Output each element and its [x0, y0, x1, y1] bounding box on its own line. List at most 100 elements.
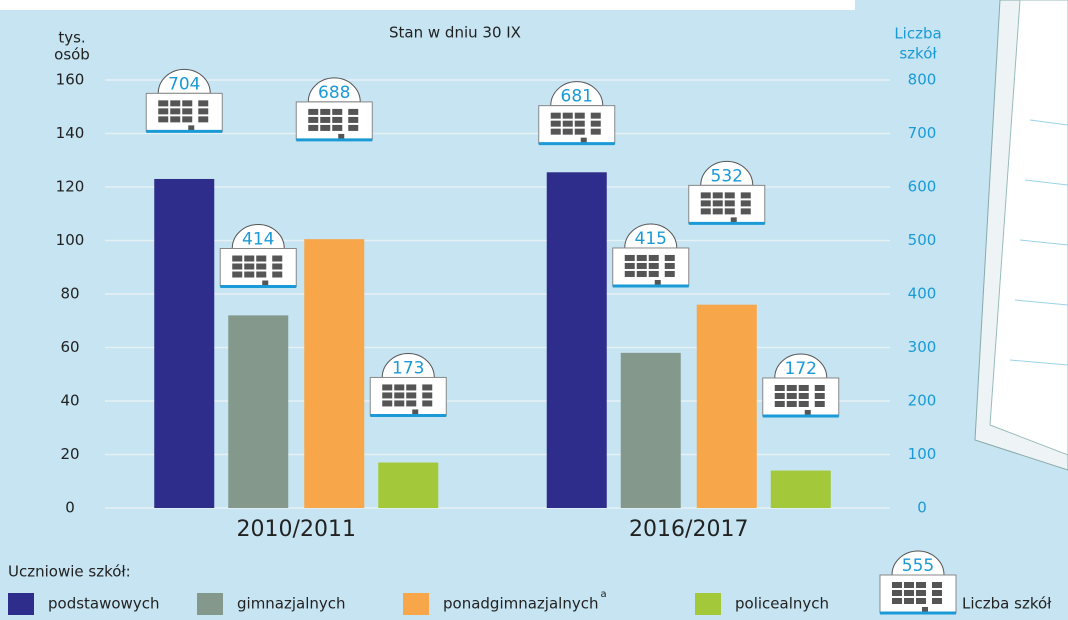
y2-tick-label: 0 [917, 499, 927, 517]
window [272, 264, 282, 270]
school-count-label: 532 [711, 166, 743, 186]
window [158, 116, 168, 122]
window [272, 256, 282, 262]
window [308, 125, 318, 131]
chart: Stan w dniu 30 IX tys. osób Liczba szkół… [0, 0, 1068, 620]
school-icon: 172 [763, 354, 839, 416]
window [916, 598, 926, 604]
bar [378, 463, 438, 508]
bar [547, 172, 607, 508]
school-count-label: 414 [242, 230, 274, 250]
window [775, 385, 785, 391]
window [591, 121, 601, 127]
window [637, 255, 647, 261]
window [815, 393, 825, 399]
legend-swatch [403, 593, 429, 615]
paper-decoration [975, 0, 1068, 470]
school-icon: 173 [370, 353, 446, 415]
school-icon: 415 [613, 224, 689, 286]
window [182, 108, 192, 114]
window [244, 264, 254, 270]
window [741, 192, 751, 198]
window [904, 590, 914, 596]
window [665, 263, 675, 269]
school-count-label: 681 [561, 87, 593, 107]
window [232, 272, 242, 278]
school-count-label: 688 [318, 83, 350, 103]
legend-title: Uczniowie szkół: [8, 563, 131, 581]
window [394, 392, 404, 398]
bar [697, 305, 757, 508]
window [158, 108, 168, 114]
window [198, 100, 208, 106]
window [394, 400, 404, 406]
window [916, 582, 926, 588]
window [892, 598, 902, 604]
bar [154, 179, 214, 508]
window [563, 113, 573, 119]
window [348, 109, 358, 115]
window [382, 392, 392, 398]
window [575, 113, 585, 119]
y-tick-label: 60 [60, 338, 79, 356]
y-tick-label: 160 [56, 71, 85, 89]
window [272, 272, 282, 278]
window [244, 256, 254, 262]
y2-tick-label: 200 [908, 392, 937, 410]
window [713, 208, 723, 214]
window [182, 116, 192, 122]
window [422, 400, 432, 406]
window [563, 121, 573, 127]
legend-swatch [197, 593, 223, 615]
window [932, 582, 942, 588]
window [198, 108, 208, 114]
school-count-label: 415 [635, 229, 667, 249]
title-strip [0, 0, 855, 10]
y-tick-label: 120 [56, 178, 85, 196]
window [182, 100, 192, 106]
window [625, 271, 635, 277]
window [892, 590, 902, 596]
window [725, 208, 735, 214]
window [713, 192, 723, 198]
school-count-label: 172 [785, 359, 817, 379]
legend-label: Liczba szkół [962, 595, 1052, 613]
y-tick-label: 140 [56, 124, 85, 142]
window [725, 192, 735, 198]
y2-tick-label: 400 [908, 285, 937, 303]
window [394, 384, 404, 390]
school-icon: 688 [296, 78, 372, 140]
window [741, 200, 751, 206]
bar [228, 315, 288, 508]
window [815, 385, 825, 391]
window [198, 116, 208, 122]
window [332, 109, 342, 115]
bar [304, 239, 364, 508]
window [775, 393, 785, 399]
window [625, 263, 635, 269]
window [320, 117, 330, 123]
window [551, 129, 561, 135]
school-icon: 532 [689, 161, 765, 223]
window [232, 264, 242, 270]
window [787, 401, 797, 407]
window [701, 200, 711, 206]
window [932, 598, 942, 604]
window [563, 129, 573, 135]
bar [771, 471, 831, 508]
footnote-mark: a [600, 589, 606, 600]
window [422, 392, 432, 398]
y-tick-label: 0 [65, 499, 75, 517]
legend-label: policealnych [735, 595, 829, 613]
window [725, 200, 735, 206]
legend-swatch [8, 593, 34, 615]
window [244, 272, 254, 278]
school-icon: 414 [220, 225, 296, 287]
window [170, 116, 180, 122]
window [904, 582, 914, 588]
y2-tick-label: 700 [908, 124, 937, 142]
window [637, 271, 647, 277]
window [637, 263, 647, 269]
y-label: osób [54, 46, 90, 64]
window [815, 401, 825, 407]
